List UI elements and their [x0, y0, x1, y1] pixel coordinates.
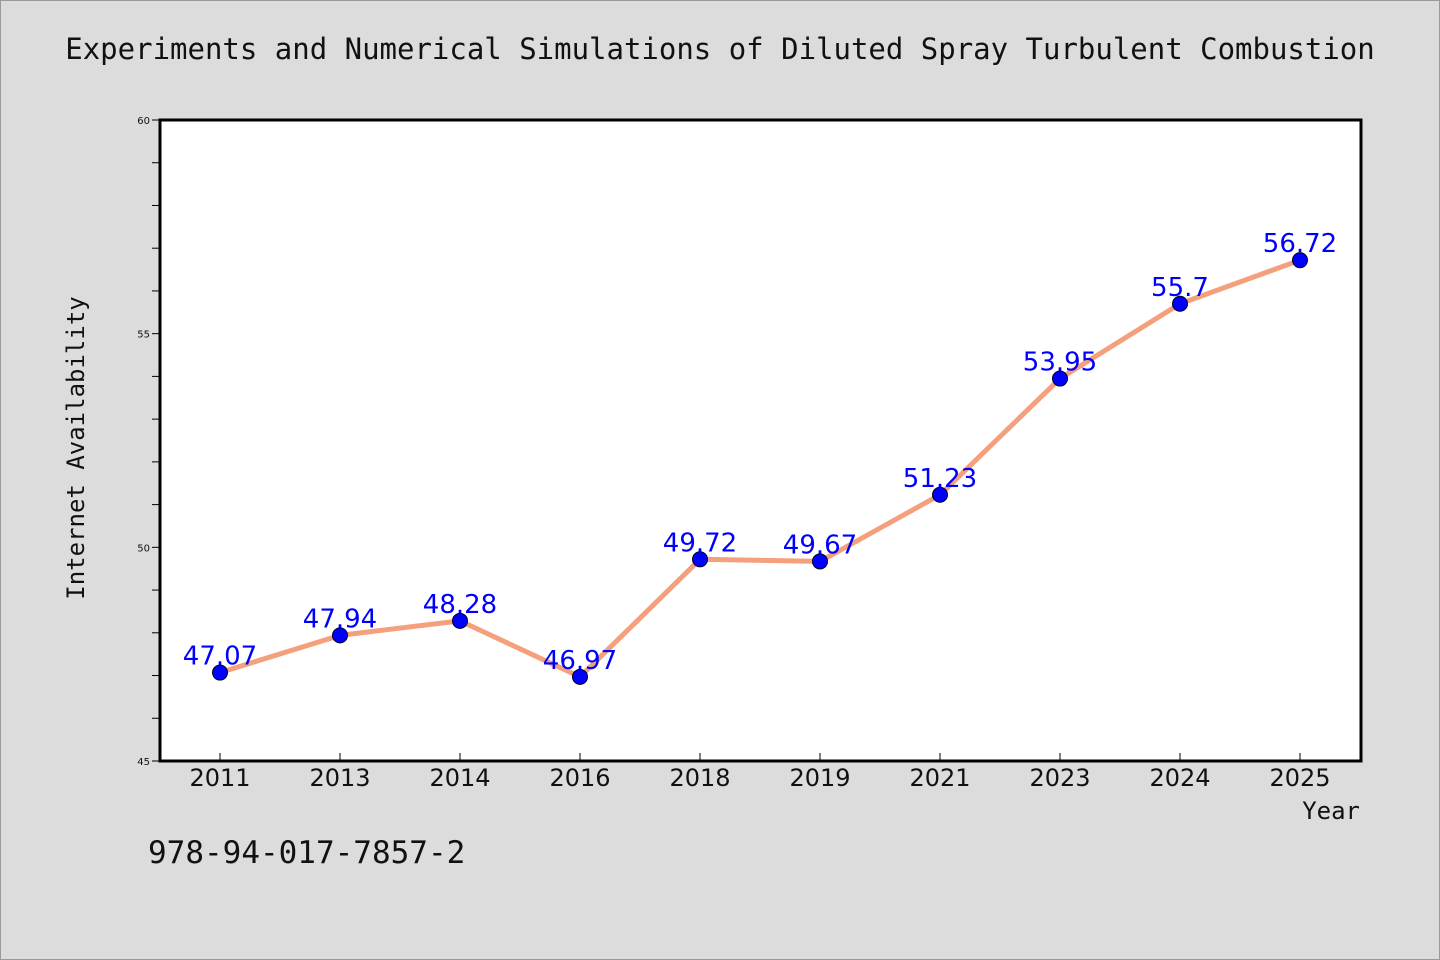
x-axis-label: Year: [1302, 797, 1360, 825]
x-tick-label: 2011: [189, 764, 250, 792]
x-tick-label: 2021: [909, 764, 970, 792]
chart-title: Experiments and Numerical Simulations of…: [65, 32, 1375, 66]
x-tick-label: 2013: [309, 764, 370, 792]
data-label: 51.23: [903, 464, 977, 494]
axis-ticks: 45 50 55 60 2011 2013 2014 2016 2018 2019 2021 2023…: [137, 116, 1330, 792]
data-label: 56.72: [1263, 229, 1337, 259]
x-tick-label: 2024: [1149, 764, 1210, 792]
y-tick-label: 50: [137, 543, 150, 554]
y-tick-label: 60: [137, 116, 150, 127]
y-tick-label: 45: [137, 757, 150, 768]
data-label: 48.28: [423, 590, 497, 620]
x-tick-label: 2019: [789, 764, 850, 792]
data-point: [572, 668, 588, 685]
x-tick-label: 2016: [549, 764, 610, 792]
data-point: [332, 627, 348, 644]
data-point: [1172, 295, 1188, 312]
data-label: 49.72: [663, 528, 737, 558]
data-point: [932, 486, 948, 503]
data-point: [1292, 252, 1308, 269]
data-label: 47.07: [183, 642, 257, 672]
data-point: [452, 612, 468, 629]
series-line: [217, 257, 1303, 680]
isbn-text: 978-94-017-7857-2: [148, 835, 466, 871]
data-label: 55.7: [1151, 273, 1209, 303]
data-markers: [212, 252, 1308, 685]
x-tick-label: 2023: [1029, 764, 1090, 792]
data-label: 53.95: [1023, 348, 1097, 378]
data-point: [1052, 370, 1068, 387]
x-tick-label: 2018: [669, 764, 730, 792]
data-label: 47.94: [303, 604, 377, 634]
data-label: 49.67: [783, 530, 857, 560]
x-tick-label: 2014: [429, 764, 490, 792]
data-label: 46.97: [543, 646, 617, 676]
plot-frame: [158, 118, 1363, 763]
y-tick-label: 55: [137, 330, 150, 341]
data-labels: 47.07 47.94 48.28 46.97 49.72 49.67 51.23 53.95…: [183, 229, 1337, 676]
series-line-group: [217, 257, 1303, 680]
data-point: [212, 664, 228, 681]
data-point: [692, 551, 708, 568]
x-tick-label: 2025: [1269, 764, 1330, 792]
plot-area: [160, 120, 1361, 761]
data-point: [812, 553, 828, 570]
